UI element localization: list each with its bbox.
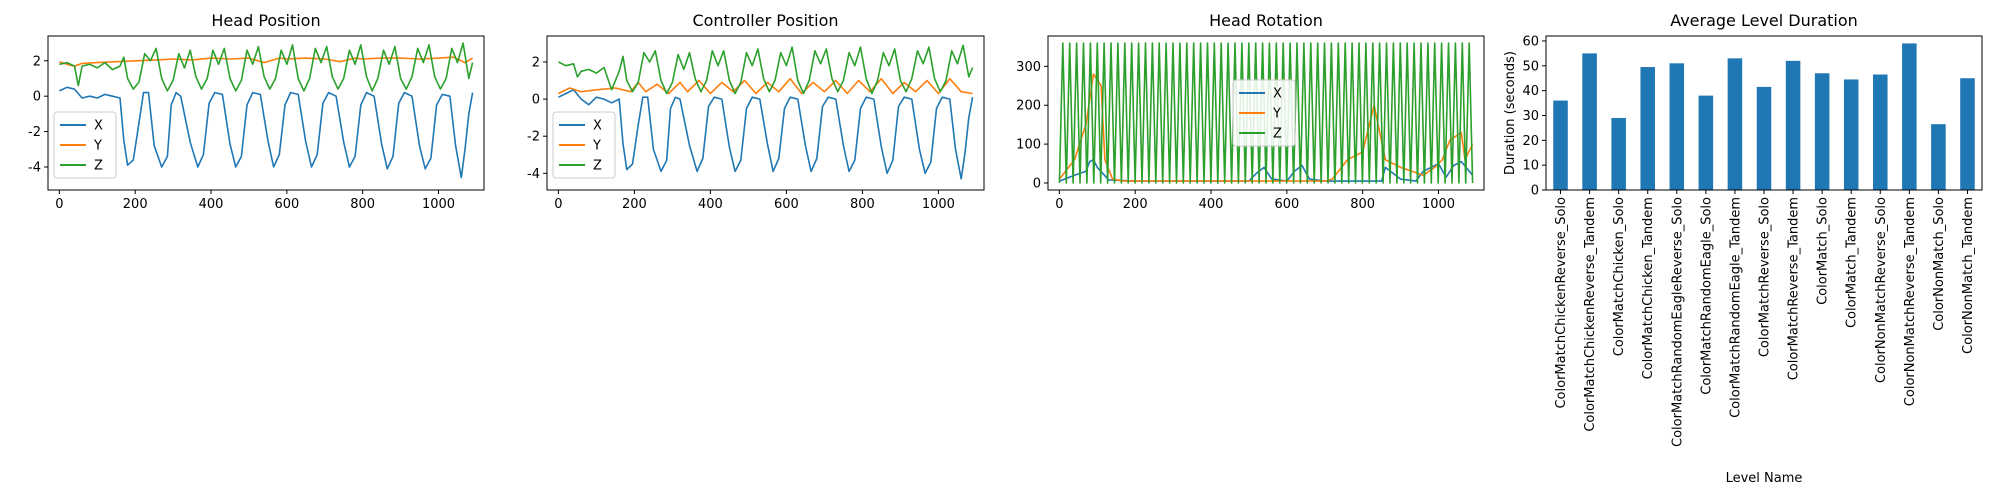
x-tick-label: 200 — [622, 197, 647, 212]
y-tick-label: 30 — [1522, 109, 1539, 124]
chart-title: Head Rotation — [1209, 11, 1323, 30]
x-tick-label: ColorMatchRandomEagleReverse_Solo — [1670, 197, 1685, 447]
x-tick-label: 0 — [554, 197, 562, 212]
x-tick-label: ColorMatchReverse_Solo — [1758, 197, 1773, 357]
bar — [1698, 95, 1714, 190]
bar — [1640, 67, 1655, 190]
legend-label: Z — [94, 159, 103, 174]
bar — [1553, 100, 1568, 190]
bar — [1873, 74, 1888, 190]
y-tick-label: 100 — [1016, 138, 1041, 153]
x-tick-label: ColorMatchChicken_Tandem — [1641, 197, 1656, 379]
y-tick-label: 2 — [33, 54, 41, 69]
x-tick-label: ColorMatchRandomEagle_Tandem — [1728, 197, 1743, 418]
bar — [1582, 53, 1597, 190]
y-tick-label: -4 — [28, 160, 41, 175]
axes-frame — [546, 35, 985, 191]
x-tick-label: ColorNonMatchReverse_Tandem — [1903, 197, 1918, 406]
y-tick-label: 2 — [532, 55, 540, 70]
y-tick-label: 60 — [1522, 34, 1539, 49]
series-line-z — [1058, 42, 1474, 184]
x-tick-label: ColorNonMatch_Tandem — [1961, 197, 1976, 354]
y-tick-label: 50 — [1522, 59, 1539, 74]
bar — [1785, 60, 1801, 190]
x-tick-label: ColorNonMatch_Solo — [1932, 197, 1947, 331]
legend-label: Y — [1272, 107, 1281, 122]
x-tick-label: 600 — [1274, 197, 1299, 212]
legend-label: Z — [593, 159, 602, 174]
x-axis-label: Level Name — [1726, 471, 1803, 486]
legend-label: X — [94, 119, 103, 134]
x-tick-label: ColorMatchChicken_Solo — [1612, 197, 1627, 356]
x-tick-label: 200 — [1123, 197, 1148, 212]
x-tick-label: 600 — [774, 197, 799, 212]
bar — [1902, 43, 1917, 190]
y-tick-label: 40 — [1522, 84, 1539, 99]
y-tick-label: 200 — [1016, 99, 1041, 114]
legend-label: Z — [1273, 127, 1282, 142]
x-tick-label: 1000 — [1422, 197, 1455, 212]
series-line-y — [59, 56, 474, 67]
chart-title: Controller Position — [692, 11, 838, 30]
x-tick-label: ColorMatchChickenReverse_Solo — [1554, 197, 1569, 409]
axes-frame — [1047, 35, 1485, 191]
x-tick-label: ColorMatchChickenReverse_Tandem — [1583, 197, 1598, 432]
x-tick-label: 800 — [850, 197, 875, 212]
x-tick-label: ColorNonMatchReverse_Solo — [1874, 197, 1889, 383]
y-tick-label: 10 — [1522, 159, 1539, 174]
x-tick-label: 400 — [199, 197, 224, 212]
bar — [1843, 79, 1859, 190]
y-tick-label: 20 — [1522, 134, 1539, 149]
bar — [1960, 78, 1975, 190]
legend-label: Y — [592, 139, 601, 154]
y-tick-label: -4 — [527, 167, 540, 182]
bar — [1611, 117, 1626, 190]
x-tick-label: 400 — [698, 197, 723, 212]
y-tick-label: 300 — [1016, 60, 1041, 75]
x-tick-label: ColorMatch_Solo — [1816, 197, 1831, 305]
chart-title: Head Position — [211, 11, 320, 30]
legend-label: X — [1273, 87, 1282, 102]
legend-label: X — [593, 119, 602, 134]
y-tick-label: 0 — [1531, 184, 1539, 199]
x-tick-label: ColorMatchReverse_Tandem — [1787, 197, 1802, 380]
x-tick-label: 800 — [350, 197, 375, 212]
x-tick-label: 400 — [1199, 197, 1224, 212]
series-line-z — [558, 44, 974, 95]
axes-frame — [47, 35, 485, 191]
series-line-z — [59, 42, 474, 92]
legend-label: Y — [93, 139, 102, 154]
y-tick-label: 0 — [1033, 177, 1041, 192]
y-tick-label: -2 — [28, 125, 41, 140]
x-tick-label: 800 — [1350, 197, 1375, 212]
series-line-x — [1059, 158, 1474, 182]
bar — [1727, 58, 1743, 190]
series-line-x — [59, 86, 474, 179]
x-tick-label: 0 — [55, 197, 63, 212]
chart-title: Average Level Duration — [1670, 11, 1858, 30]
bar — [1756, 86, 1772, 190]
bar — [1931, 124, 1946, 190]
y-tick-label: 0 — [532, 93, 540, 108]
x-tick-label: ColorMatchRandomEagle_Solo — [1699, 197, 1714, 395]
y-tick-label: 0 — [33, 90, 41, 105]
x-tick-label: 1000 — [422, 197, 455, 212]
x-tick-label: ColorMatch_Tandem — [1845, 197, 1860, 328]
x-tick-label: 0 — [1055, 197, 1063, 212]
x-tick-label: 1000 — [922, 197, 955, 212]
series-line-x — [558, 89, 974, 180]
x-tick-label: 200 — [123, 197, 148, 212]
bar — [1814, 73, 1830, 190]
bar — [1669, 63, 1685, 190]
y-axis-label: Duration (seconds) — [1503, 51, 1518, 175]
y-tick-label: -2 — [527, 130, 540, 145]
x-tick-label: 600 — [274, 197, 299, 212]
